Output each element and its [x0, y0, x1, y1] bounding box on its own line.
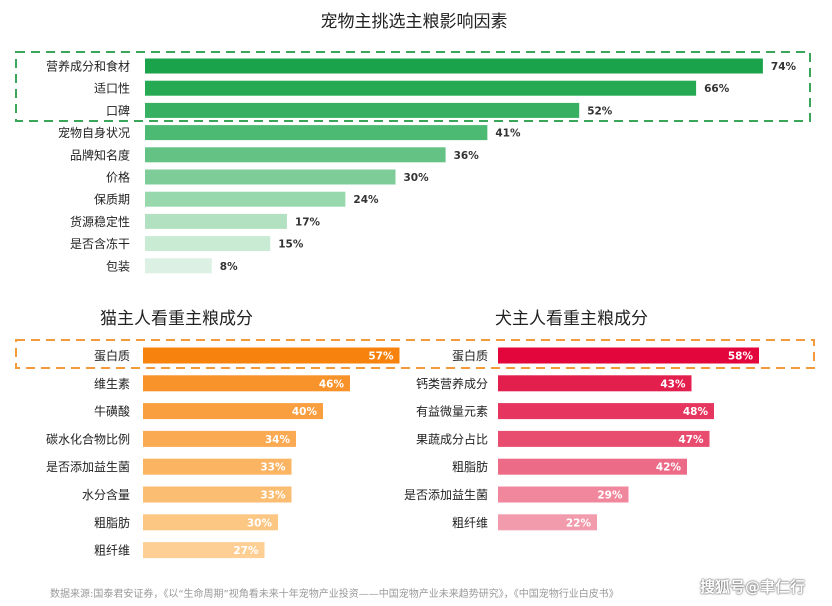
factors-bar [145, 236, 271, 252]
factors-chart-title: 宠物主挑选主粮影响因素 [321, 12, 508, 32]
dog-value-label: 43% [660, 378, 686, 390]
dog-value-label: 48% [683, 406, 709, 418]
cat-value-label: 40% [292, 406, 318, 418]
cat-category-label: 蛋白质 [94, 348, 130, 363]
factors-bar [145, 213, 287, 229]
factors-value-label: 52% [587, 105, 613, 117]
cat-bar [143, 486, 292, 503]
dog-bar [498, 347, 759, 364]
cat-bar [143, 347, 400, 364]
dog-category-label: 蛋白质 [452, 348, 488, 363]
factors-bar [145, 80, 697, 96]
cat-bar [143, 458, 292, 475]
factors-category-label: 包装 [106, 259, 130, 273]
cat-value-label: 30% [247, 517, 273, 529]
dog-chart-title: 犬主人看重主粮成分 [495, 309, 648, 329]
factors-bar [145, 169, 396, 185]
factors-category-label: 适口性 [94, 82, 130, 96]
cat-value-label: 33% [260, 462, 286, 474]
cat-value-label: 33% [260, 490, 286, 502]
dog-bar [498, 458, 687, 475]
cat-bar [143, 514, 278, 531]
factors-category-label: 口碑 [106, 103, 130, 118]
factors-category-label: 是否含冻干 [70, 236, 130, 251]
cat-bar [143, 403, 323, 420]
dog-category-label: 粗脂肪 [452, 459, 488, 474]
dog-value-label: 42% [656, 462, 682, 474]
factors-value-label: 66% [704, 83, 730, 95]
dog-value-label: 47% [678, 434, 704, 446]
dog-value-label: 22% [566, 517, 592, 529]
dog-category-label: 果蔬成分占比 [416, 431, 488, 446]
cat-value-label: 34% [265, 434, 291, 446]
cat-category-label: 是否添加益生菌 [46, 460, 130, 474]
factors-bar [145, 147, 446, 163]
dog-bar [498, 403, 714, 420]
factors-value-label: 74% [771, 61, 797, 73]
cat-category-label: 维生素 [94, 377, 130, 391]
factors-value-label: 17% [295, 216, 321, 228]
cat-value-label: 46% [319, 378, 345, 390]
top-factors-highlight-frame [15, 51, 811, 122]
cat-category-label: 粗脂肪 [94, 515, 130, 530]
cat-chart-title: 猫主人看重主粮成分 [100, 309, 253, 329]
factors-value-label: 30% [404, 172, 430, 184]
dog-category-label: 有益微量元素 [416, 405, 488, 419]
factors-value-label: 41% [495, 128, 521, 140]
dog-bar [498, 514, 597, 531]
cat-value-label: 57% [368, 351, 394, 363]
cat-category-label: 碳水化合物比例 [46, 431, 130, 446]
factors-category-label: 价格 [106, 170, 130, 185]
factors-value-label: 24% [353, 194, 379, 206]
factors-bar [145, 191, 346, 207]
factors-bar [145, 258, 212, 274]
dog-bar [498, 375, 692, 392]
dog-category-label: 是否添加益生菌 [404, 488, 488, 502]
factors-bar [145, 125, 488, 141]
factors-category-label: 品牌知名度 [70, 147, 130, 162]
factors-category-label: 宠物自身状况 [58, 125, 130, 140]
factors-category-label: 营养成分和食材 [46, 59, 130, 74]
factors-category-label: 货源稳定性 [70, 214, 130, 229]
cat-bar [143, 375, 350, 392]
factors-category-label: 保质期 [94, 193, 130, 207]
cat-category-label: 粗纤维 [94, 544, 130, 558]
cat-category-label: 水分含量 [82, 487, 130, 502]
factors-bar [145, 58, 763, 74]
dog-category-label: 钙类营养成分 [416, 376, 488, 391]
protein-highlight-frame [15, 339, 815, 369]
data-source-note: 数据来源:国泰君安证券，《以“生命周期”视角看未来十年宠物产业投资——中国宠物产… [50, 589, 619, 600]
factors-value-label: 36% [454, 150, 480, 162]
cat-value-label: 27% [233, 545, 259, 557]
factors-bar [145, 102, 580, 118]
dog-value-label: 58% [728, 351, 754, 363]
dog-value-label: 29% [597, 490, 623, 502]
watermark: 搜狐号@聿仁行 [700, 578, 806, 596]
cat-category-label: 牛磺酸 [94, 404, 130, 419]
cat-bar [143, 430, 296, 447]
dog-bar [498, 430, 710, 447]
factors-value-label: 8% [220, 261, 238, 273]
dog-category-label: 粗纤维 [452, 516, 488, 530]
cat-bar [143, 542, 265, 559]
factors-value-label: 15% [278, 239, 304, 251]
dog-bar [498, 486, 629, 503]
